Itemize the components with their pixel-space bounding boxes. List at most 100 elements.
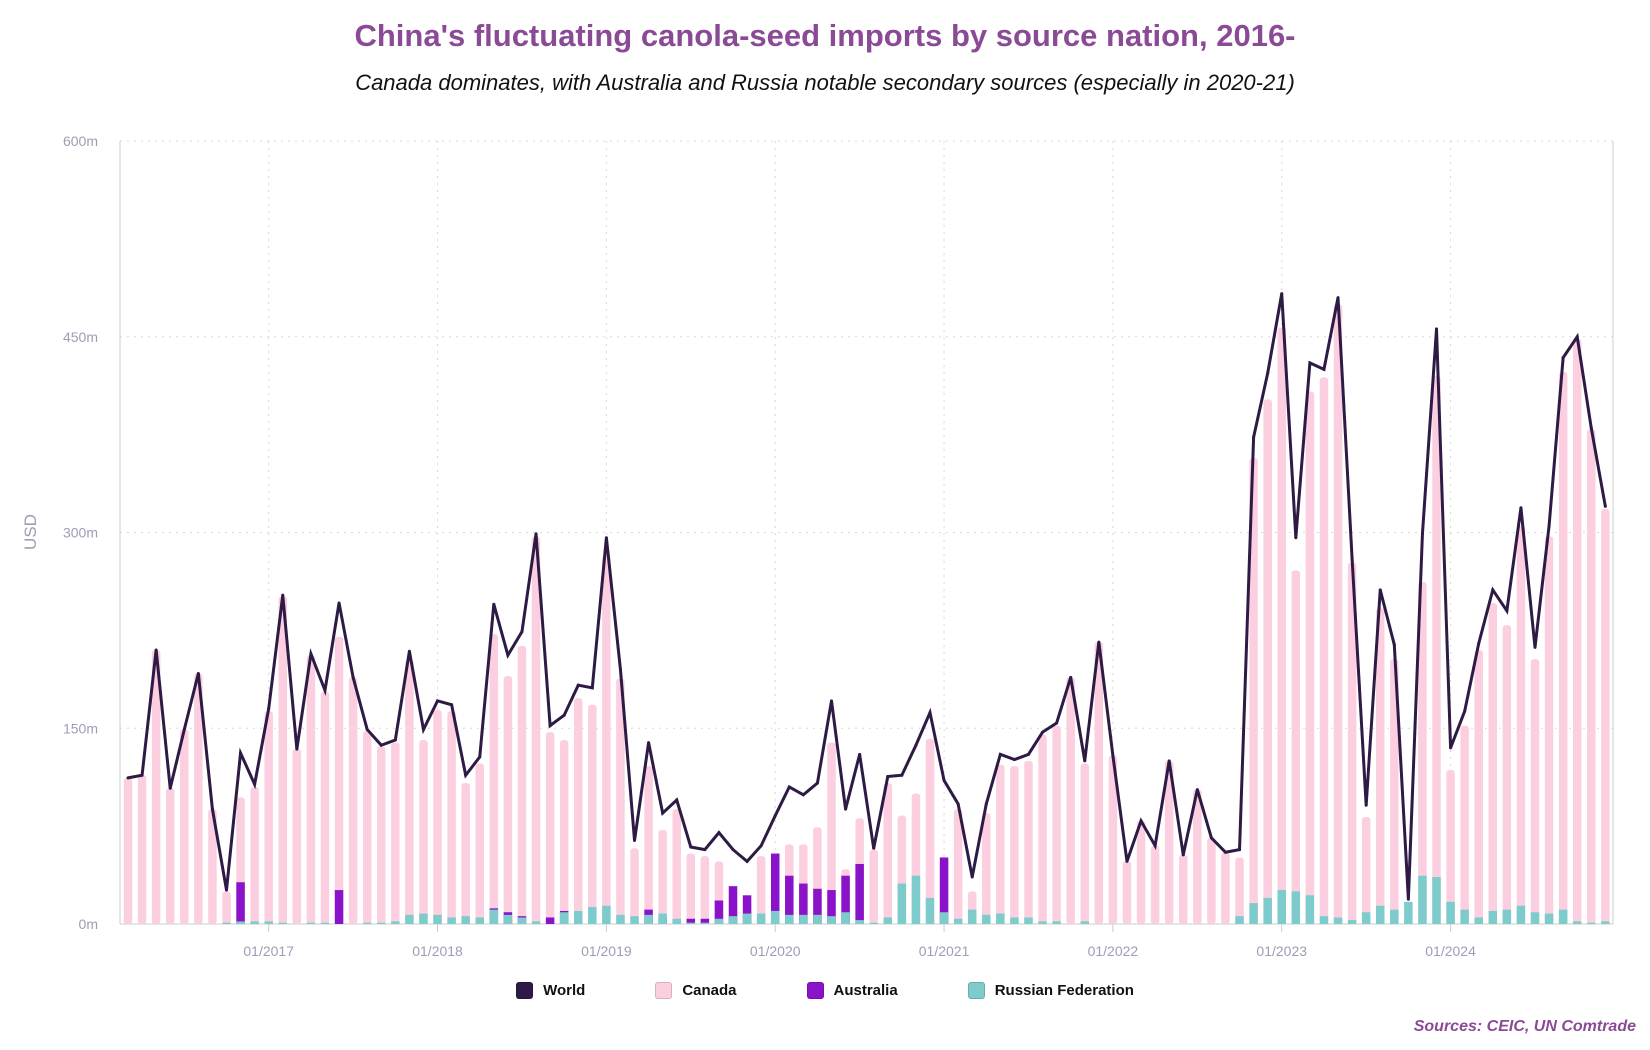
bar-russia	[1024, 917, 1033, 924]
bar-russia	[1080, 921, 1090, 924]
bar-australia	[742, 895, 752, 924]
bar-canada	[1432, 375, 1441, 924]
bar-canada	[208, 809, 217, 924]
bar-canada	[306, 655, 316, 924]
bar-russia	[1333, 917, 1343, 924]
point-world	[759, 844, 763, 848]
bar-russia	[672, 918, 681, 924]
point-world	[1012, 758, 1016, 762]
point-world	[154, 648, 158, 652]
point-world	[464, 773, 468, 777]
bar-russia	[630, 916, 639, 924]
bar-russia	[489, 909, 499, 924]
bar-russia	[1052, 921, 1061, 924]
bar-australia	[728, 886, 738, 924]
bar-russia	[1319, 916, 1329, 924]
bar-russia	[1347, 920, 1357, 924]
bar-canada	[1558, 371, 1568, 924]
legend-label: Australia	[833, 982, 898, 999]
point-world	[253, 782, 257, 786]
legend-label: Russian Federation	[994, 982, 1134, 999]
bar-canada	[1390, 659, 1399, 924]
legend-swatch-australia	[806, 982, 824, 999]
point-world	[436, 699, 440, 703]
point-world	[421, 728, 425, 732]
x-tick-label: 01/2019	[581, 943, 632, 959]
bar-russia	[953, 918, 963, 924]
bar-russia	[1361, 912, 1371, 924]
bar-russia	[250, 921, 259, 924]
bar-russia	[1277, 890, 1286, 924]
point-world	[239, 751, 243, 755]
bar-canada	[419, 739, 428, 924]
bar-russia	[883, 917, 893, 924]
bar-russia	[461, 916, 470, 924]
bar-canada	[447, 711, 456, 924]
legend-item-world[interactable]: World	[516, 982, 585, 999]
point-world	[323, 688, 327, 692]
bar-australia	[686, 918, 696, 924]
bar-canada	[1193, 789, 1202, 924]
bar-canada	[194, 673, 203, 924]
bar-canada	[461, 783, 470, 924]
point-world	[745, 859, 749, 863]
bar-canada	[123, 777, 133, 924]
bar-canada	[475, 763, 484, 924]
bar-canada	[573, 698, 583, 924]
point-world	[562, 713, 566, 717]
point-world	[956, 802, 960, 806]
bar-russia	[1263, 897, 1272, 924]
legend-item-russia[interactable]: Russian Federation	[967, 982, 1134, 999]
bar-russia	[264, 921, 273, 924]
point-world	[1322, 367, 1326, 371]
bar-russia	[644, 914, 653, 924]
bar-russia	[1010, 917, 1019, 924]
bar-russia	[1530, 912, 1540, 924]
bar-russia	[855, 920, 864, 924]
bar-russia	[1305, 895, 1315, 924]
bar-russia	[1488, 910, 1498, 924]
point-world	[1491, 588, 1495, 592]
bar-canada	[362, 730, 372, 924]
bar-russia	[377, 922, 386, 924]
bar-canada	[953, 809, 963, 924]
bar-canada	[1080, 763, 1090, 924]
bar-russia	[1038, 921, 1047, 924]
point-world	[830, 699, 833, 703]
bar-russia	[362, 922, 372, 924]
x-tick-label: 01/2017	[243, 943, 294, 959]
point-world	[478, 755, 482, 759]
bar-canada	[644, 766, 653, 924]
point-world	[858, 752, 862, 756]
point-world	[1308, 361, 1312, 365]
point-world	[210, 807, 214, 811]
point-world	[1209, 836, 1213, 840]
bar-canada	[588, 704, 597, 924]
legend-item-australia[interactable]: Australia	[806, 982, 898, 999]
point-world	[1505, 609, 1509, 613]
bar-canada	[1179, 854, 1188, 924]
bar-russia	[869, 922, 878, 924]
bar-russia	[391, 921, 400, 924]
chart-title: China's fluctuating canola-seed imports …	[354, 18, 1296, 53]
bar-russia	[785, 914, 794, 924]
legend-label: World	[543, 982, 586, 999]
bar-russia	[1375, 905, 1385, 924]
bar-australia	[939, 857, 949, 924]
bar-russia	[1235, 916, 1244, 924]
point-world	[1603, 504, 1607, 508]
point-world	[1097, 640, 1101, 644]
bar-canada	[320, 691, 330, 924]
y-axis-label: USD	[21, 514, 40, 550]
point-world	[1561, 356, 1565, 360]
bar-russia	[1502, 909, 1512, 924]
point-world	[1519, 506, 1523, 510]
bar-russia	[1291, 891, 1301, 924]
point-world	[1364, 803, 1368, 807]
legend-item-canada[interactable]: Canada	[655, 982, 737, 999]
point-world	[1026, 752, 1030, 756]
bar-russia	[1418, 875, 1427, 924]
bar-russia	[841, 912, 850, 924]
bar-canada	[1052, 725, 1061, 924]
bar-russia	[475, 917, 484, 924]
